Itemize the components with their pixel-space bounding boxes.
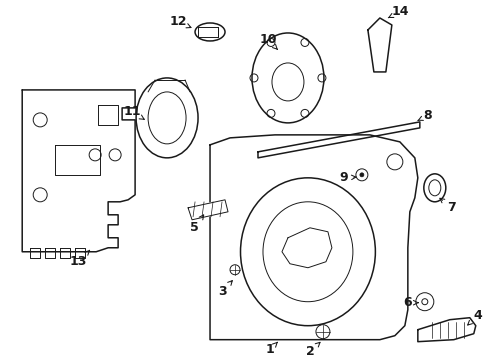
Text: 13: 13 <box>69 250 89 268</box>
Text: 5: 5 <box>189 215 203 234</box>
Ellipse shape <box>195 23 224 41</box>
Text: 11: 11 <box>123 105 144 119</box>
Text: 8: 8 <box>417 109 431 122</box>
Ellipse shape <box>423 174 445 202</box>
Text: 1: 1 <box>265 342 277 356</box>
Text: 2: 2 <box>305 342 319 358</box>
Text: 9: 9 <box>339 171 355 184</box>
Polygon shape <box>367 18 391 72</box>
Text: 4: 4 <box>467 309 481 325</box>
Polygon shape <box>417 318 475 342</box>
Polygon shape <box>258 122 419 158</box>
Text: 12: 12 <box>169 15 191 28</box>
Text: 6: 6 <box>403 296 417 309</box>
Ellipse shape <box>271 63 304 101</box>
Ellipse shape <box>240 178 375 326</box>
Ellipse shape <box>251 33 323 123</box>
Ellipse shape <box>136 78 198 158</box>
Polygon shape <box>210 135 417 340</box>
Polygon shape <box>282 228 331 268</box>
Polygon shape <box>22 90 135 252</box>
Ellipse shape <box>263 202 352 302</box>
Text: 10: 10 <box>259 33 277 49</box>
Text: 3: 3 <box>217 281 232 298</box>
Text: 14: 14 <box>387 5 408 18</box>
Circle shape <box>359 173 363 177</box>
Polygon shape <box>188 200 227 220</box>
Text: 7: 7 <box>439 198 455 214</box>
Ellipse shape <box>148 92 185 144</box>
